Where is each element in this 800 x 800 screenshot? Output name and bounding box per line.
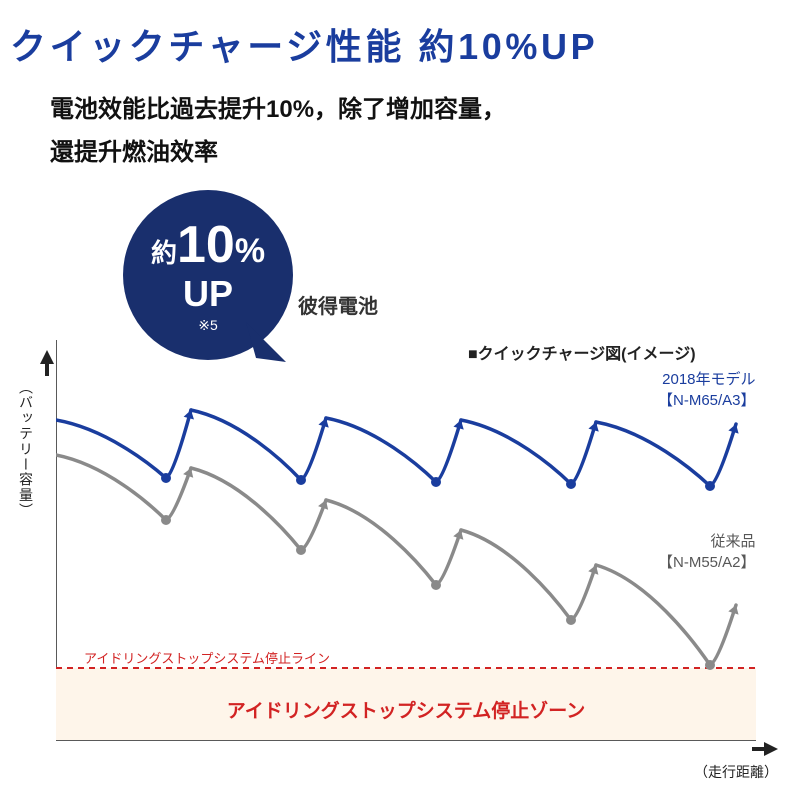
series-label-conv-l1: 従来品 [658,530,756,551]
subtitle-line2: 還提升燃油效率 [50,139,218,166]
subtitle-line1: 電池效能比過去提升10%，除了增加容量， [50,96,506,123]
chart-legend-title: ■クイックチャージ図(イメージ) [468,340,696,364]
badge-note: ※5 [198,318,218,333]
watermark-text: 彼得電池 [298,290,378,319]
series-label-2018: 2018年モデル 【N-M65/A3】 [658,368,756,410]
page-title: クイックチャージ性能 約10%UP [0,0,800,70]
badge-prefix: 約 [151,238,177,268]
stop-zone-label: アイドリングストップシステム停止ゾーン [56,696,756,723]
y-axis-arrow-icon [40,350,54,376]
badge-line1: 約10% [151,217,265,274]
series-label-2018-l1: 2018年モデル [658,368,756,389]
chart-container: （バッテリー容量） （走行距離） ■クイックチャージ図(イメージ) 2018年モ… [38,210,778,780]
badge-main: 10 [177,216,235,274]
stop-line-label: アイドリングストップシステム停止ライン [84,648,330,667]
series-label-conv-l2: 【N-M55/A2】 [658,551,756,572]
x-axis-label: （走行距離） [694,762,778,782]
series-label-conventional: 従来品 【N-M55/A2】 [658,530,756,572]
badge-suffix: % [235,232,265,270]
page-subtitle: 電池效能比過去提升10%，除了增加容量， 還提升燃油效率 [0,70,800,174]
badge-pointer-icon [246,322,286,362]
badge-line2: UP [183,274,233,314]
y-axis-label: （バッテリー容量） [16,380,36,519]
series-label-2018-l2: 【N-M65/A3】 [658,389,756,410]
